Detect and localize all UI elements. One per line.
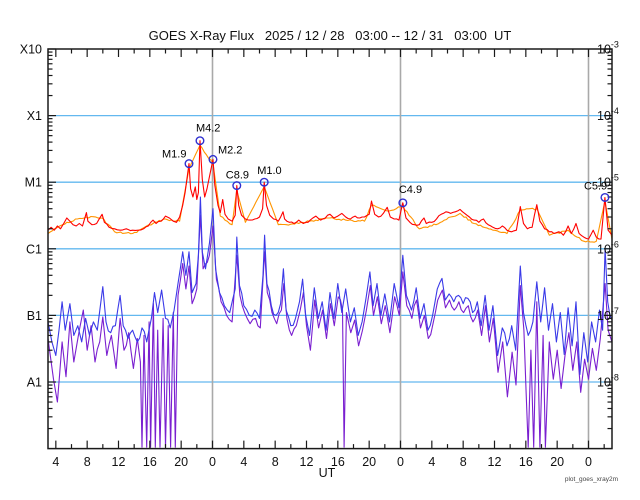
- x-tick-label: 16: [519, 455, 533, 469]
- flare-label: C8.9: [226, 170, 249, 182]
- y-axis-class-label: M1: [25, 176, 42, 190]
- xray-long-primary-trace: [48, 140, 612, 240]
- x-tick-label: 12: [300, 455, 314, 469]
- x-tick-label: 20: [174, 455, 188, 469]
- y-axis-class-label: C1: [26, 242, 42, 256]
- x-tick-label: 16: [331, 455, 345, 469]
- xray-short-primary-trace: [48, 196, 612, 375]
- x-tick-label: 4: [52, 455, 59, 469]
- flare-label: M1.9: [162, 149, 186, 161]
- flare-label: C5.9: [584, 180, 607, 192]
- y-axis-flux-label: 10-7: [597, 306, 619, 323]
- gridlines-layer: [48, 49, 612, 449]
- y-axis-flux-label: 10-4: [597, 106, 619, 123]
- flare-label: M1.0: [257, 165, 281, 177]
- y-axis-class-label: B1: [27, 309, 42, 323]
- flare-peak-marker: [184, 159, 194, 169]
- watermark-text: plot_goes_xray2m: [565, 476, 618, 483]
- flare-peak-marker: [208, 154, 218, 164]
- x-tick-label: 8: [84, 455, 91, 469]
- xray-short-secondary-trace: [48, 214, 612, 448]
- flare-annotations-layer: M1.9 M4.2 M2.2 C8.9 M1.0 C4.9 C5.9: [162, 123, 610, 208]
- flare-label: C4.9: [399, 184, 422, 196]
- x-axis-label: UT: [319, 466, 336, 480]
- flare-peak-marker: [259, 177, 269, 187]
- x-tick-label: 20: [550, 455, 564, 469]
- x-tick-label: 8: [272, 455, 279, 469]
- x-tick-label: 12: [112, 455, 126, 469]
- x-tick-label: 8: [460, 455, 467, 469]
- x-tick-label: 20: [362, 455, 376, 469]
- y-axis-class-label: X10: [20, 43, 42, 57]
- chart-title: GOES X-Ray Flux 2025 / 12 / 28 03:00 -- …: [149, 28, 512, 43]
- x-tick-label: 12: [488, 455, 502, 469]
- x-tick-label: 4: [240, 455, 247, 469]
- x-tick-label: 16: [143, 455, 157, 469]
- axes-layer: 4 8 12 16 20 0 4 8 12 16 20 0 4 8 12 16 20 0 X10 X1 M1 C1 B1 A1…: [20, 40, 619, 470]
- y-axis-flux-label: 10-6: [597, 239, 619, 256]
- y-axis-flux-label: 10-3: [597, 40, 619, 57]
- y-axis-class-label: X1: [27, 109, 42, 123]
- flare-label: M4.2: [196, 123, 220, 135]
- flare-peak-marker: [398, 198, 408, 208]
- x-tick-label: 4: [428, 455, 435, 469]
- flare-peak-marker: [232, 181, 242, 191]
- x-tick-label: 0: [585, 455, 592, 469]
- series-layer: [48, 140, 612, 448]
- flare-peak-marker: [600, 192, 610, 202]
- x-tick-label: 0: [209, 455, 216, 469]
- x-tick-label: 0: [397, 455, 404, 469]
- xray-long-secondary-trace: [48, 144, 612, 243]
- flare-label: M2.2: [218, 144, 242, 156]
- y-axis-flux-label: 10-5: [597, 173, 619, 190]
- y-axis-flux-label: 10-8: [597, 373, 619, 390]
- y-axis-class-label: A1: [27, 376, 42, 390]
- flare-peak-marker: [195, 136, 205, 146]
